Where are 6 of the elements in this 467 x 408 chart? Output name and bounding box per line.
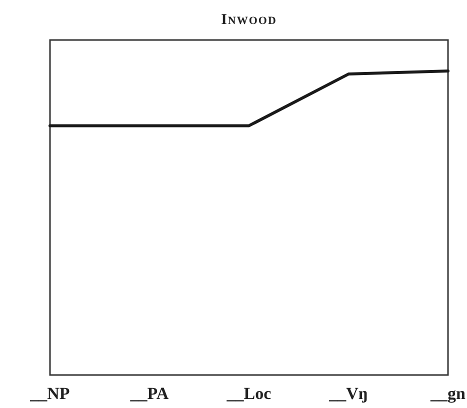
chart-title: Inwood	[221, 12, 277, 28]
x-tick-label: __PA	[129, 384, 170, 403]
x-tick-label: __gn	[430, 384, 466, 403]
x-tick-label: __Vŋ	[328, 384, 368, 403]
x-tick-label: __NP	[29, 384, 70, 403]
x-tick-label: __Loc	[226, 384, 272, 403]
